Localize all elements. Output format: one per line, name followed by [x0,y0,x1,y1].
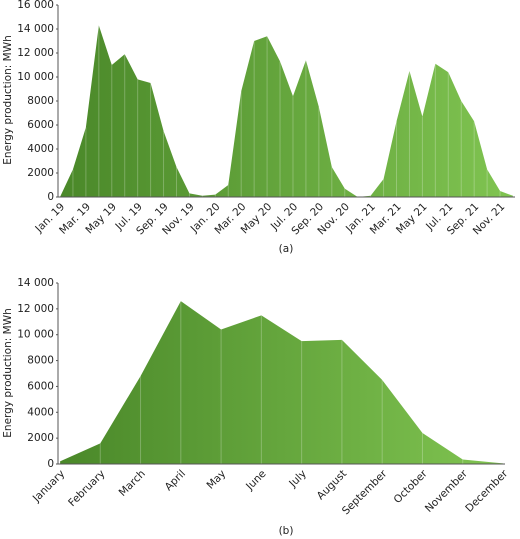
y-tick-label: 8000 [27,355,54,367]
x-tick-label: March [117,468,148,499]
y-tick-label: 6000 [27,119,54,131]
y-tick-label: 2000 [27,432,54,444]
caption: (a) [279,243,294,255]
y-tick-label: 14 000 [17,23,54,35]
area [60,301,503,464]
y-tick-label: 0 [47,458,54,470]
y-tick-label: 12 000 [17,303,54,315]
y-tick-label: 14 000 [17,277,54,289]
y-tick-label: 8000 [27,95,54,107]
y-tick-label: 12 000 [17,47,54,59]
x-tick-label: November [423,467,471,515]
caption: (b) [279,525,294,537]
y-tick-label: 0 [47,191,54,203]
x-tick-label: April [163,468,188,493]
y-tick-label: 16 000 [17,0,54,11]
x-tick-label: December [463,467,510,514]
x-tick-label: January [30,468,67,505]
x-tick-label: May [204,468,228,492]
y-tick-label: 2000 [27,167,54,179]
area [60,25,513,198]
y-tick-label: 6000 [27,380,54,392]
y-tick-label: 10 000 [17,329,54,341]
x-tick-label: July [286,468,309,491]
y-axis-label: Energy production: MWh [2,308,14,437]
x-tick-label: October [391,467,430,506]
y-tick-label: 4000 [27,143,54,155]
x-tick-label: June [243,468,268,493]
x-tick-label: August [315,468,349,502]
y-axis-label: Energy production: MWh [2,35,14,164]
x-tick-label: February [66,468,107,509]
y-tick-label: 4000 [27,406,54,418]
y-tick-label: 10 000 [17,71,54,83]
